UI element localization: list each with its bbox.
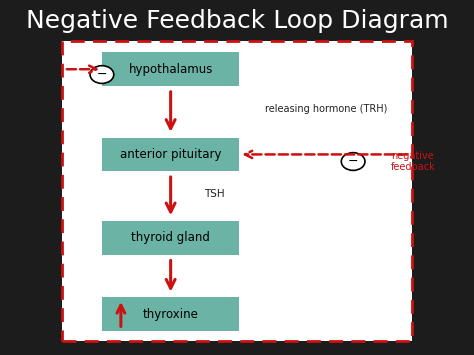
Text: −: −: [348, 155, 358, 168]
Bar: [102, 52, 239, 86]
Text: releasing hormone (TRH): releasing hormone (TRH): [265, 104, 388, 114]
Text: TSH: TSH: [204, 189, 225, 199]
Bar: [102, 297, 239, 331]
Text: −: −: [97, 68, 107, 81]
Text: anterior pituitary: anterior pituitary: [120, 148, 221, 161]
Text: thyroxine: thyroxine: [143, 308, 199, 321]
Bar: [62, 41, 412, 341]
Circle shape: [90, 66, 114, 83]
Bar: [62, 41, 412, 341]
Text: hypothalamus: hypothalamus: [128, 63, 213, 76]
Bar: [102, 138, 239, 171]
Text: thyroid gland: thyroid gland: [131, 231, 210, 244]
Circle shape: [341, 153, 365, 170]
Text: negative
feedback: negative feedback: [391, 151, 436, 172]
Text: Negative Feedback Loop Diagram: Negative Feedback Loop Diagram: [26, 9, 448, 33]
Bar: [102, 221, 239, 255]
